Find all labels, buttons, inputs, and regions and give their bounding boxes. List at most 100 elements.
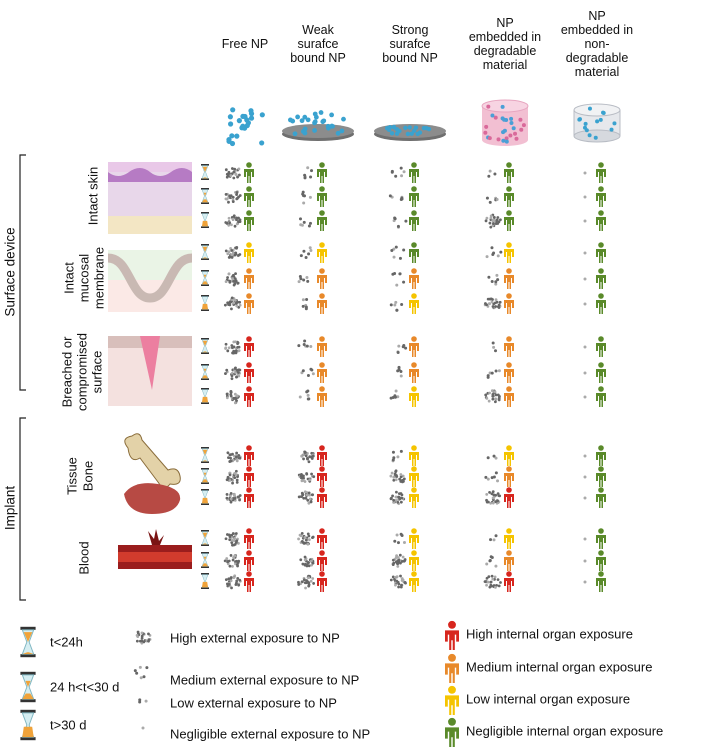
hourglass-icon bbox=[201, 338, 209, 354]
np-dot bbox=[486, 104, 491, 109]
np-dot bbox=[395, 308, 399, 312]
legend-label: Negligible external exposure to NP bbox=[170, 726, 371, 742]
np-dot bbox=[595, 119, 600, 124]
np-dot bbox=[231, 532, 235, 535]
np-dot bbox=[228, 255, 232, 259]
person-body bbox=[596, 249, 606, 263]
np-dot bbox=[232, 351, 236, 355]
np-dot bbox=[230, 374, 234, 378]
np-dot bbox=[511, 126, 516, 131]
person-icon bbox=[596, 336, 606, 357]
np-dot bbox=[302, 130, 308, 136]
np-dot bbox=[484, 124, 489, 129]
np-dot bbox=[398, 477, 402, 481]
person-icon bbox=[244, 268, 254, 289]
np-dot bbox=[393, 216, 397, 220]
np-dot bbox=[303, 450, 307, 454]
hourglass-sand bbox=[22, 652, 34, 655]
np-dot bbox=[307, 501, 311, 505]
np-dot bbox=[229, 577, 233, 580]
np-dot bbox=[308, 478, 312, 482]
person-icon bbox=[409, 362, 419, 383]
hourglass-cap bbox=[20, 671, 36, 675]
np-dot bbox=[232, 539, 236, 543]
np-dot bbox=[228, 538, 232, 542]
person-icon bbox=[409, 386, 419, 407]
np-dot bbox=[227, 250, 231, 254]
np-dot bbox=[306, 166, 310, 170]
np-dot bbox=[577, 117, 582, 122]
np-dot bbox=[312, 119, 318, 125]
np-dot bbox=[232, 170, 236, 174]
person-icon bbox=[409, 293, 419, 314]
person-head bbox=[246, 528, 252, 534]
person-head bbox=[506, 528, 512, 534]
hourglass-cap bbox=[201, 244, 209, 246]
person-icon bbox=[244, 210, 254, 231]
np-dot bbox=[224, 192, 228, 196]
person-icon bbox=[445, 620, 459, 650]
np-dot bbox=[238, 456, 242, 460]
np-dot bbox=[240, 113, 246, 119]
person-body bbox=[504, 300, 514, 314]
row-label: Intact mucosal membrane bbox=[61, 246, 107, 310]
np-dot bbox=[490, 279, 494, 283]
np-dot bbox=[308, 455, 312, 458]
np-dot bbox=[494, 280, 498, 284]
np-dot bbox=[583, 195, 587, 199]
person-head bbox=[506, 466, 512, 472]
person-head bbox=[506, 487, 512, 493]
hourglass-icon bbox=[20, 709, 36, 741]
person-icon bbox=[409, 242, 419, 263]
person-icon bbox=[244, 293, 254, 314]
person-body bbox=[317, 578, 327, 592]
np-dot bbox=[224, 347, 227, 350]
np-dot bbox=[299, 277, 303, 281]
person-icon bbox=[409, 162, 419, 183]
np-dot bbox=[404, 346, 408, 350]
person-body bbox=[504, 535, 514, 549]
person-head bbox=[411, 210, 417, 216]
np-dot bbox=[485, 196, 489, 200]
person-head bbox=[411, 362, 417, 368]
np-dot bbox=[483, 580, 487, 584]
np-dot bbox=[311, 536, 314, 540]
hourglass-cap bbox=[201, 309, 209, 311]
np-dot bbox=[394, 245, 398, 249]
np-dot bbox=[302, 541, 306, 545]
person-icon bbox=[409, 336, 419, 357]
person-body bbox=[504, 275, 514, 289]
np-dot bbox=[238, 498, 241, 502]
person-icon bbox=[409, 550, 419, 571]
np-dot bbox=[228, 453, 232, 457]
person-icon bbox=[244, 466, 254, 487]
np-dot bbox=[494, 298, 498, 302]
bone-illustration bbox=[124, 433, 181, 514]
np-dot bbox=[226, 252, 230, 256]
np-dot bbox=[301, 190, 305, 194]
np-dot bbox=[236, 281, 240, 285]
hourglass-cap bbox=[201, 482, 209, 484]
np-dot bbox=[306, 580, 310, 584]
np-dot bbox=[232, 340, 236, 344]
person-body bbox=[409, 473, 419, 487]
person-head bbox=[411, 550, 417, 556]
np-dot bbox=[504, 136, 509, 141]
person-head bbox=[319, 528, 325, 534]
np-dot bbox=[228, 221, 231, 225]
person-body bbox=[409, 393, 419, 407]
np-dot bbox=[231, 301, 235, 305]
person-body bbox=[445, 695, 459, 715]
np-dot bbox=[231, 558, 235, 562]
hourglass-sand bbox=[202, 532, 208, 538]
np-dot bbox=[320, 119, 326, 125]
hourglass-cap bbox=[201, 284, 209, 286]
person-icon bbox=[504, 268, 514, 289]
np-dot bbox=[229, 554, 233, 557]
person-head bbox=[411, 293, 417, 299]
hourglass-cap bbox=[201, 338, 209, 340]
np-dot bbox=[495, 300, 499, 304]
np-dot bbox=[238, 303, 242, 307]
np-dot bbox=[391, 575, 395, 579]
np-dot bbox=[488, 302, 491, 306]
